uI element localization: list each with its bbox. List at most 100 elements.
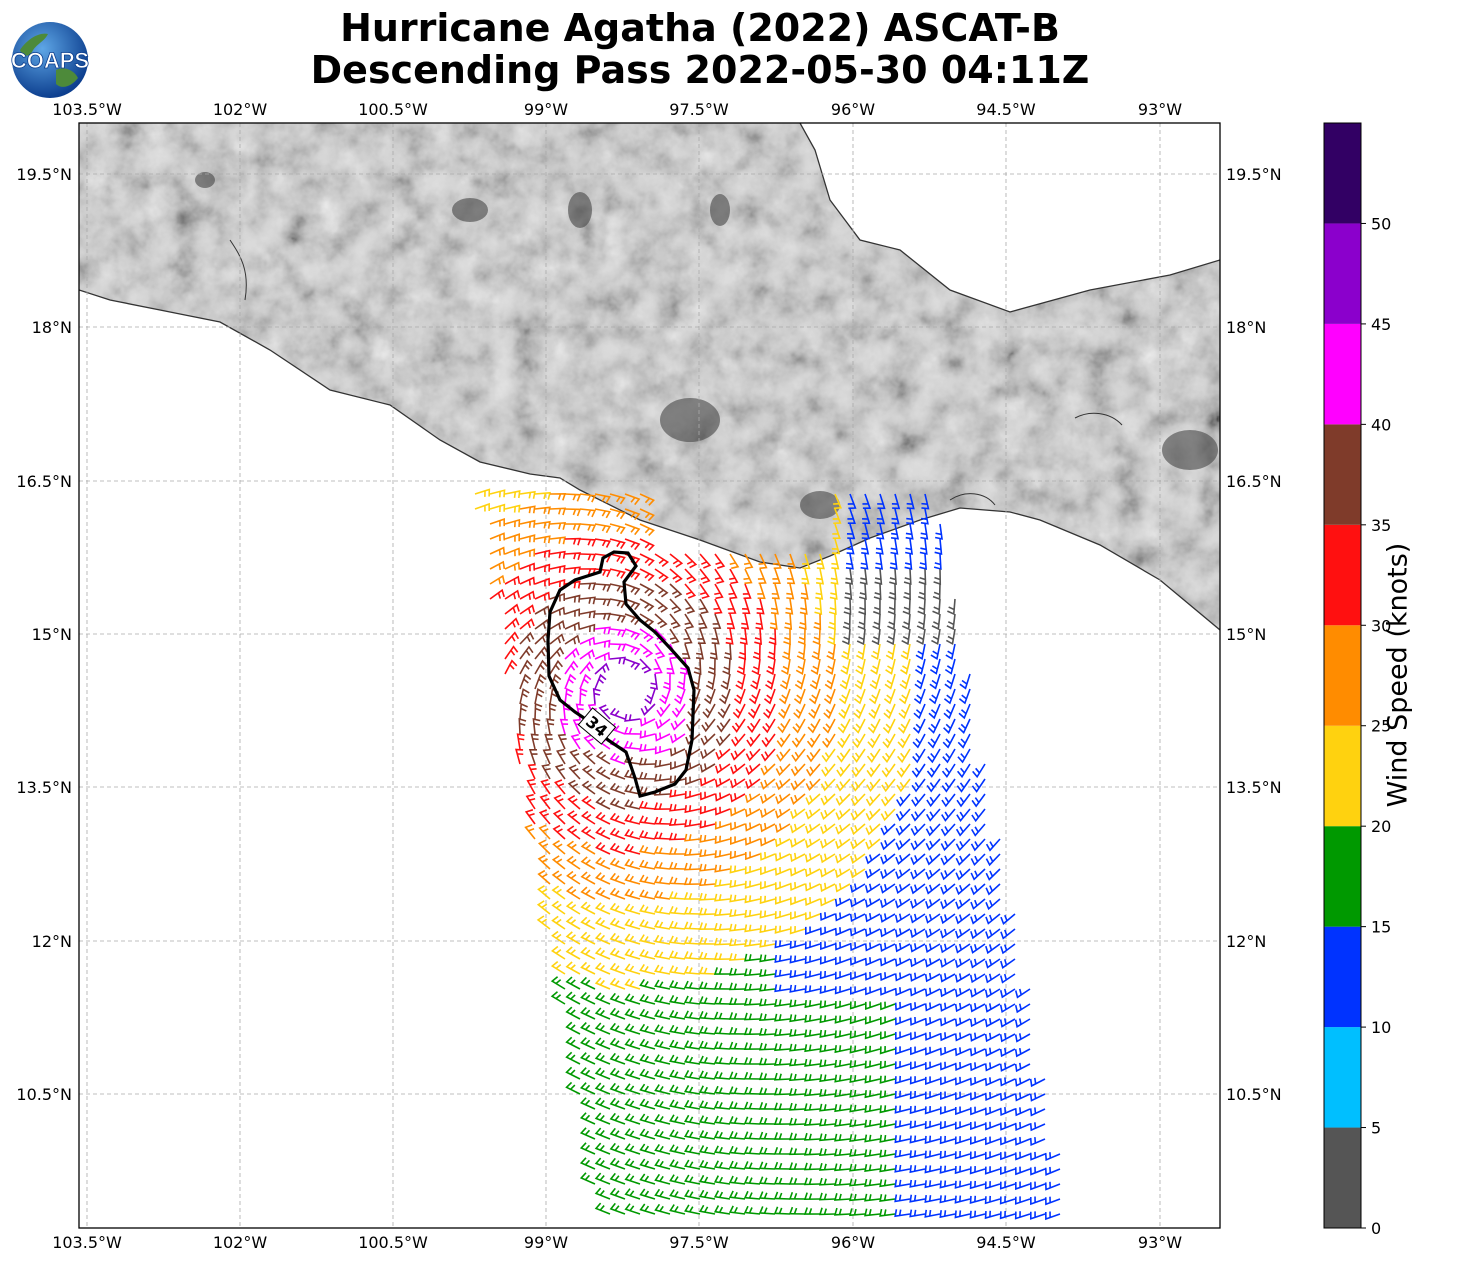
wind-barb	[668, 891, 686, 900]
wind-barb	[819, 970, 836, 980]
wind-barb	[650, 673, 659, 690]
wind-barb	[761, 733, 776, 748]
wind-barb	[758, 1102, 776, 1110]
wind-barb	[909, 1105, 926, 1115]
wind-barb	[790, 793, 806, 805]
wind-barb	[879, 1208, 896, 1217]
wind-barb	[698, 892, 716, 901]
wind-barb	[887, 613, 896, 631]
wind-barb	[564, 608, 581, 617]
wind-barb	[906, 508, 915, 525]
wind-barb	[846, 523, 856, 540]
wind-barb	[549, 620, 566, 630]
wind-barb	[766, 658, 776, 676]
wind-barb	[729, 553, 740, 570]
wind-barb	[595, 796, 611, 810]
wind-barb	[528, 748, 538, 765]
wind-barb	[654, 568, 669, 583]
wind-barb	[804, 882, 821, 892]
colorbar-segment	[1324, 1127, 1361, 1228]
wind-barb	[954, 1091, 971, 1101]
wind-barb	[669, 1069, 686, 1080]
wind-barb	[569, 749, 581, 765]
wind-barb	[819, 985, 836, 994]
wind-barb	[901, 613, 911, 631]
wind-barb	[867, 718, 881, 734]
wind-barb	[958, 703, 971, 720]
wind-barb	[553, 794, 566, 810]
wind-barb	[504, 547, 521, 557]
wind-barb	[713, 1056, 731, 1065]
colorbar-tick-label: 5	[1371, 1119, 1381, 1138]
wind-barb	[894, 1031, 911, 1041]
chart-title-line1: Hurricane Agatha (2022) ASCAT-B	[340, 6, 1060, 50]
wind-barb	[683, 628, 693, 645]
wind-barb	[823, 703, 836, 720]
wind-barb	[984, 1181, 1001, 1190]
wind-barb	[714, 893, 731, 902]
wind-barb	[924, 1150, 941, 1159]
wind-barb	[889, 568, 897, 586]
wind-barb	[833, 1193, 851, 1201]
wind-barb	[609, 508, 626, 520]
wind-barb	[834, 927, 851, 937]
wind-barb	[984, 988, 1001, 999]
wind-barb	[564, 634, 581, 645]
wind-barb	[653, 875, 671, 885]
wind-barb	[594, 1172, 611, 1185]
wind-barb	[639, 859, 656, 870]
wind-barb	[939, 1106, 956, 1115]
wind-barb	[955, 868, 971, 881]
wind-barb	[825, 658, 836, 675]
wind-barb	[789, 1073, 806, 1082]
wind-barb	[774, 984, 791, 993]
wind-barb	[837, 733, 851, 749]
wind-barb	[759, 939, 776, 948]
wind-barb	[554, 764, 566, 780]
wind-barb	[609, 827, 626, 840]
lat-label: 13.5°N	[16, 778, 72, 797]
wind-barb	[897, 718, 911, 734]
wind-barb	[624, 1158, 641, 1170]
wind-barb	[474, 502, 491, 512]
wind-barb	[864, 1134, 881, 1143]
wind-barb	[864, 957, 881, 967]
wind-barb	[850, 793, 866, 807]
wind-barb	[639, 1038, 656, 1050]
wind-barb	[836, 748, 851, 763]
wind-barb	[909, 928, 926, 939]
wind-barb	[820, 823, 836, 835]
wind-barb	[743, 1071, 761, 1080]
wind-barb	[984, 1166, 1001, 1175]
lon-label: 94.5°W	[976, 100, 1036, 119]
wind-barb	[534, 673, 547, 690]
wind-barb	[924, 1091, 941, 1100]
wind-barb	[925, 898, 941, 910]
wind-barb	[911, 778, 926, 793]
wind-barb	[714, 835, 731, 844]
colorbar-segment	[1324, 524, 1361, 626]
wind-barb	[549, 564, 566, 573]
wind-barb	[879, 986, 896, 996]
wind-barb	[796, 643, 806, 661]
wind-barb	[745, 763, 761, 776]
wind-barb	[870, 658, 881, 675]
wind-barb	[928, 718, 941, 734]
wind-barb	[728, 1145, 746, 1155]
wind-barb	[954, 1150, 971, 1160]
wind-barb	[776, 748, 791, 762]
wind-barb	[940, 913, 956, 925]
wind-barb	[654, 1114, 671, 1125]
wind-barb	[866, 763, 881, 778]
wind-barb	[924, 972, 941, 983]
wind-barb	[609, 962, 626, 975]
wind-barb	[1029, 1122, 1046, 1132]
wind-barb	[609, 1067, 626, 1080]
wind-barb	[624, 1023, 641, 1035]
wind-barb	[900, 643, 911, 660]
wind-barb	[833, 493, 843, 510]
wind-barb	[579, 1112, 596, 1125]
lat-label: 19.5°N	[16, 165, 72, 184]
wind-barb	[644, 688, 656, 705]
wind-barb	[758, 1057, 776, 1066]
